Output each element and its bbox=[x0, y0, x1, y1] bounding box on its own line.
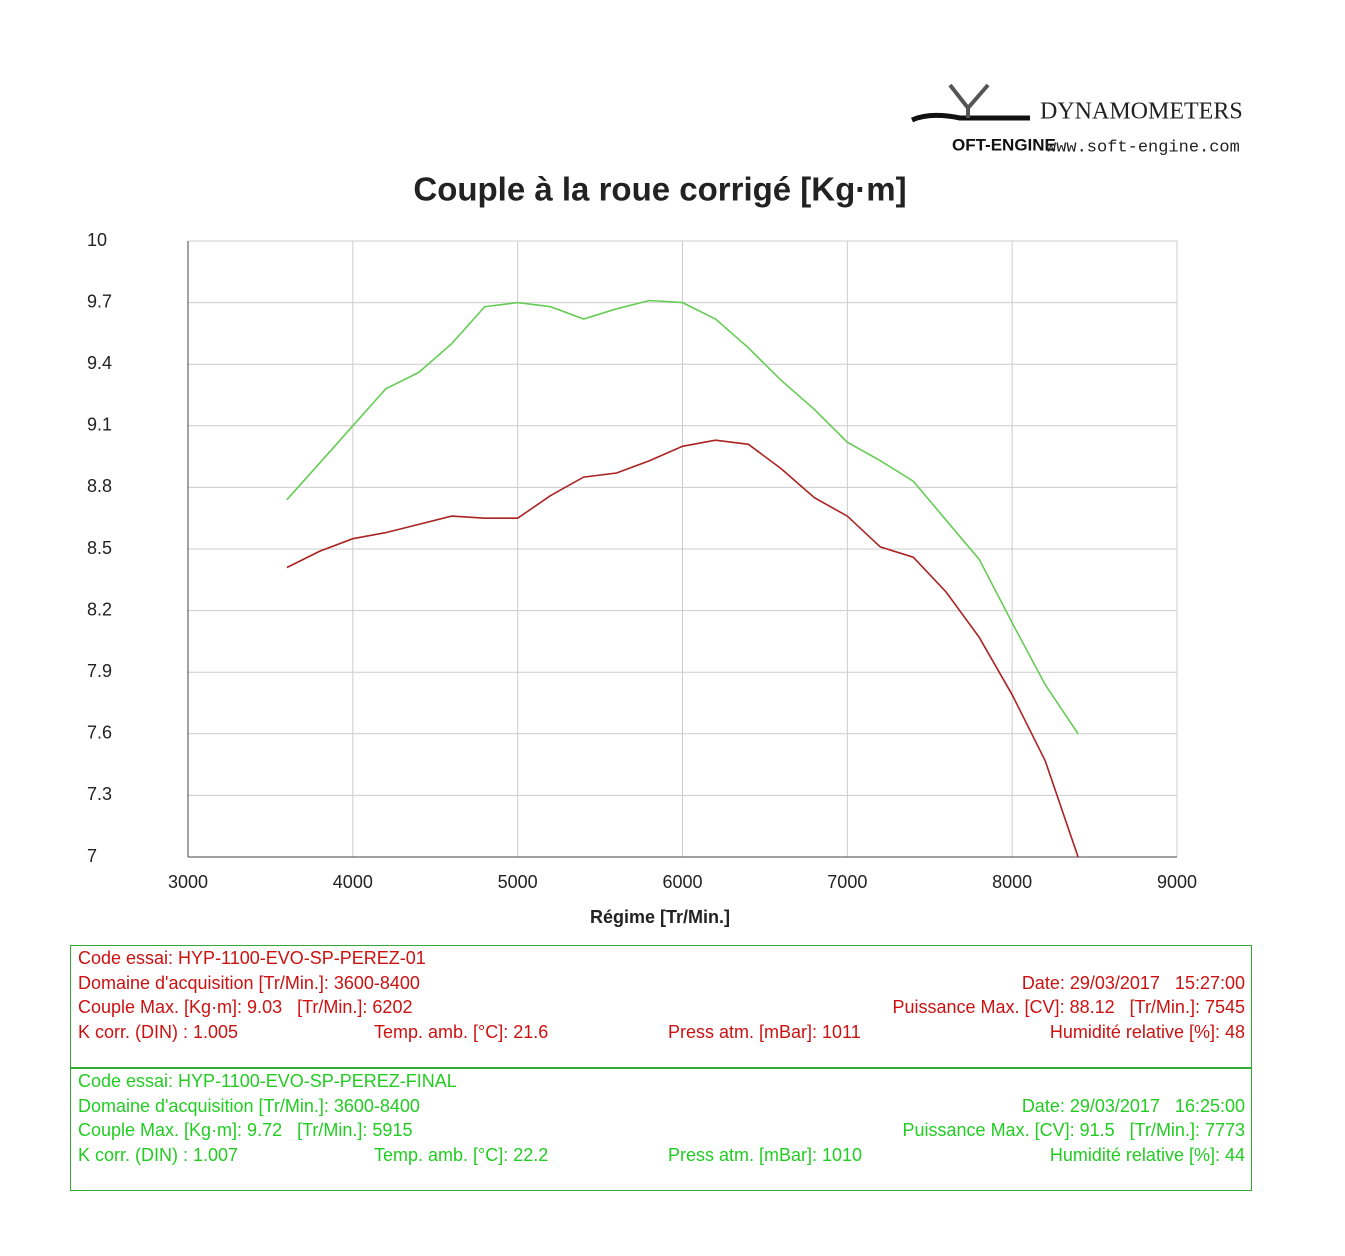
y-tick-label: 9.1 bbox=[87, 415, 112, 435]
info-text: Temp. amb. [°C]: 22.2 bbox=[374, 1144, 549, 1165]
info-text: Temp. amb. [°C]: 21.6 bbox=[374, 1021, 549, 1042]
info-text: Domaine d'acquisition [Tr/Min.]: 3600-84… bbox=[78, 972, 420, 993]
info-text: Puissance Max. [CV]: 88.12 [Tr/Min.]: 75… bbox=[892, 997, 1246, 1017]
x-tick-label: 9000 bbox=[1157, 872, 1197, 892]
x-tick-label: 7000 bbox=[827, 872, 867, 892]
chart: OFT-ENGINE DYNAMOMETERS www.soft-engine.… bbox=[87, 83, 1243, 927]
logo-mark bbox=[948, 83, 990, 118]
series-line bbox=[286, 299, 1079, 735]
y-tick-label: 9.4 bbox=[87, 353, 112, 373]
info-text: Couple Max. [Kg·m]: 9.03 [Tr/Min.]: 6202 bbox=[78, 997, 413, 1017]
y-tick-label: 7.9 bbox=[87, 661, 112, 681]
x-axis-label: Régime [Tr/Min.] bbox=[590, 907, 730, 927]
y-tick-label: 7.3 bbox=[87, 784, 112, 804]
x-tick-label: 8000 bbox=[992, 872, 1032, 892]
info-text: K corr. (DIN) : 1.005 bbox=[78, 1021, 239, 1042]
info-text: Puissance Max. [CV]: 91.5 [Tr/Min.]: 777… bbox=[902, 1120, 1245, 1140]
info-text: Humidité relative [%]: 44 bbox=[1049, 1144, 1245, 1165]
info-text: Date: 29/03/2017 15:27:00 bbox=[1021, 972, 1245, 993]
info-text: Date: 29/03/2017 16:25:00 bbox=[1021, 1095, 1245, 1116]
x-tick-label: 6000 bbox=[662, 872, 702, 892]
chart-title: Couple à la roue corrigé [Kg·m] bbox=[413, 171, 906, 208]
info-text: Domaine d'acquisition [Tr/Min.]: 3600-84… bbox=[78, 1095, 420, 1116]
info-text: K corr. (DIN) : 1.007 bbox=[78, 1144, 239, 1165]
y-tick-label: 8.2 bbox=[87, 599, 112, 619]
x-tick-label: 5000 bbox=[498, 872, 538, 892]
info-text: Couple Max. [Kg·m]: 9.72 [Tr/Min.]: 5915 bbox=[78, 1120, 413, 1140]
brand-url: www.soft-engine.com bbox=[1046, 138, 1240, 157]
y-tick-label: 7.6 bbox=[87, 723, 112, 743]
y-tick-label: 8.5 bbox=[87, 538, 112, 558]
info-text: Press atm. [mBar]: 1011 bbox=[668, 1021, 861, 1042]
info-panel: Code essai: HYP-1100-EVO-SP-PEREZ-01 Doma… bbox=[70, 945, 1252, 1068]
brand: DYNAMOMETERS bbox=[1040, 99, 1243, 125]
y-tick-label: 10 bbox=[87, 230, 107, 250]
info-text: Humidité relative [%]: 48 bbox=[1049, 1021, 1245, 1042]
x-tick-label: 4000 bbox=[333, 872, 373, 892]
y-tick-label: 7 bbox=[87, 846, 97, 866]
info-text: Press atm. [mBar]: 1010 bbox=[668, 1144, 863, 1165]
info-text: Code essai: HYP-1100-EVO-SP-PEREZ-FINAL bbox=[78, 1071, 457, 1091]
logo-text: OFT-ENGINE bbox=[952, 135, 1056, 154]
info-panel: Code essai: HYP-1100-EVO-SP-PEREZ-FINAL D… bbox=[70, 1068, 1252, 1191]
series-line bbox=[286, 439, 1079, 858]
info-text: Code essai: HYP-1100-EVO-SP-PEREZ-01 bbox=[78, 948, 426, 968]
x-tick-label: 3000 bbox=[168, 872, 208, 892]
y-tick-label: 9.7 bbox=[87, 291, 112, 311]
y-tick-label: 8.8 bbox=[87, 476, 112, 496]
logo-swoosh bbox=[910, 112, 1030, 123]
